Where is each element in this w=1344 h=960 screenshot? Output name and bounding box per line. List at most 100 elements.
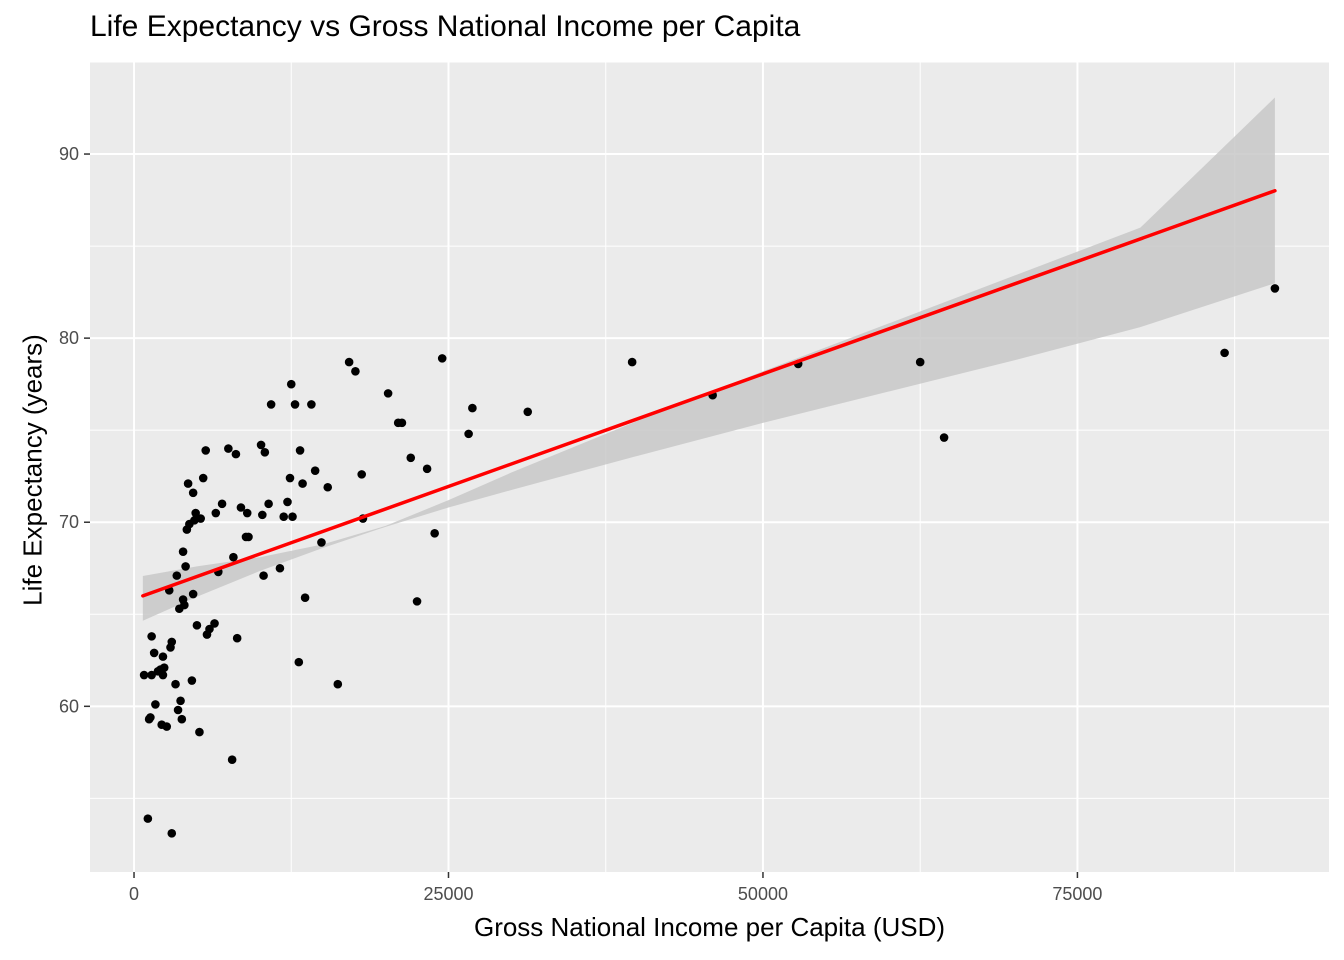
data-point <box>298 479 307 488</box>
data-point <box>430 528 439 538</box>
data-point <box>167 637 177 647</box>
data-point <box>180 600 189 610</box>
data-point <box>939 433 949 442</box>
data-point <box>196 514 205 523</box>
data-point <box>323 482 333 492</box>
data-point <box>244 532 253 542</box>
data-point <box>256 440 266 450</box>
data-point <box>195 727 204 737</box>
data-point <box>422 464 432 474</box>
data-point <box>231 449 241 459</box>
major-gridlines <box>90 62 1329 872</box>
data-point <box>188 589 198 599</box>
data-point <box>236 503 246 512</box>
data-point <box>147 632 156 641</box>
confidence-band <box>142 97 1275 621</box>
data-point <box>143 814 153 823</box>
data-point <box>139 670 149 680</box>
data-point <box>191 508 200 518</box>
data-point <box>242 508 252 518</box>
data-point <box>229 552 238 562</box>
data-point <box>149 648 159 658</box>
data-point <box>294 657 304 667</box>
data-point <box>162 722 172 731</box>
data-point <box>217 499 227 509</box>
data-point <box>201 446 211 455</box>
x-axis: 0 25000 50000 75000 <box>129 872 1102 904</box>
data-point <box>290 400 300 409</box>
data-point <box>275 563 285 573</box>
data-point <box>177 714 187 724</box>
chart-title: Life Expectancy vs Gross National Income… <box>90 10 801 43</box>
data-point <box>264 499 273 509</box>
data-point <box>192 621 202 630</box>
x-tick-label: 50000 <box>738 884 788 904</box>
data-point <box>260 447 270 457</box>
data-points <box>139 284 1280 838</box>
data-point <box>224 444 233 453</box>
y-tick-label: 90 <box>59 144 79 164</box>
data-point <box>351 366 360 376</box>
data-point <box>211 508 221 518</box>
data-point <box>178 547 188 556</box>
data-point <box>227 755 237 765</box>
data-point <box>468 403 477 413</box>
data-point <box>147 670 156 680</box>
data-point <box>181 562 190 571</box>
y-tick-label: 80 <box>59 328 79 348</box>
data-point <box>205 624 214 634</box>
data-point <box>1220 348 1229 358</box>
plot-panel <box>90 62 1329 872</box>
x-tick-label: 0 <box>129 884 139 904</box>
data-point <box>183 479 193 488</box>
data-point <box>523 407 533 417</box>
data-point <box>158 652 168 661</box>
data-point <box>258 510 267 520</box>
data-point <box>357 470 366 479</box>
data-point <box>915 357 925 367</box>
x-tick-label: 75000 <box>1052 884 1102 904</box>
data-point <box>288 512 297 522</box>
x-axis-title: Gross National Income per Capita (USD) <box>473 912 946 942</box>
data-point <box>167 829 177 838</box>
data-point <box>307 400 316 409</box>
confidence-band-layer <box>142 97 1275 621</box>
data-point <box>1270 284 1280 293</box>
data-point <box>172 571 182 580</box>
data-point <box>171 679 180 689</box>
data-point <box>187 676 197 685</box>
data-point <box>146 713 155 722</box>
data-point <box>151 700 160 709</box>
data-point <box>232 633 242 643</box>
data-point <box>286 379 296 389</box>
data-point <box>266 400 276 409</box>
data-point <box>412 597 422 606</box>
y-axis: 60 70 80 90 <box>59 144 90 716</box>
data-point <box>158 670 168 680</box>
data-point <box>317 538 326 547</box>
data-point <box>198 473 208 483</box>
data-point <box>295 446 305 455</box>
data-point <box>310 466 320 475</box>
fit-line-layer <box>141 189 1277 598</box>
data-point <box>406 453 416 463</box>
fit-line <box>141 189 1277 598</box>
data-point <box>437 354 447 363</box>
data-point <box>285 473 295 483</box>
y-tick-label: 60 <box>59 696 79 716</box>
data-point <box>333 679 343 689</box>
data-point <box>397 418 407 428</box>
data-point <box>464 429 473 439</box>
data-point <box>188 488 198 498</box>
data-point <box>300 593 310 603</box>
data-point <box>344 357 354 367</box>
y-tick-label: 70 <box>59 512 79 532</box>
data-point <box>627 357 637 367</box>
data-point <box>383 389 393 398</box>
data-point <box>159 663 169 672</box>
data-point <box>173 705 183 715</box>
data-point <box>279 512 289 522</box>
data-point <box>176 696 185 706</box>
data-point <box>259 571 268 580</box>
